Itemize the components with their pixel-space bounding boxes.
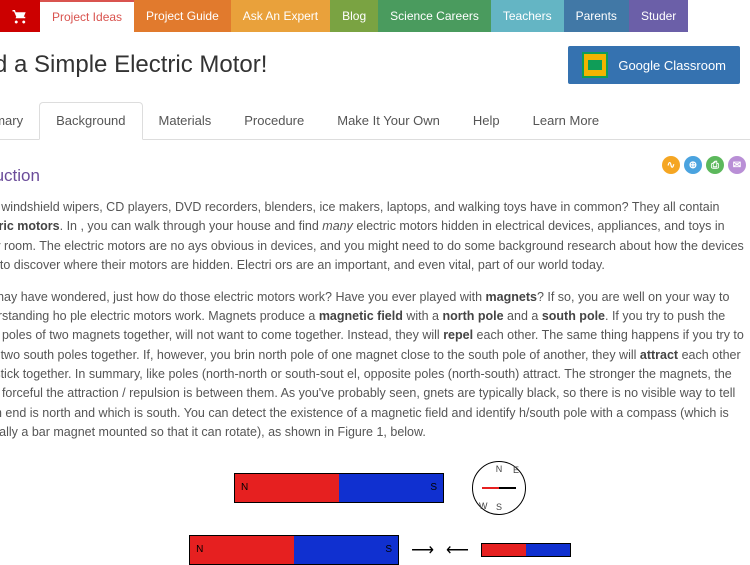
compass-n: N <box>496 464 503 474</box>
compass-s: S <box>496 502 502 512</box>
sub-tab[interactable]: Materials <box>142 102 229 139</box>
content-area: ∿⊕⎙✉ roduction at do windshield wipers, … <box>0 140 750 565</box>
google-classroom-label: Google Classroom <box>618 58 726 73</box>
nav-tab[interactable]: Blog <box>330 0 378 32</box>
sub-tab[interactable]: Background <box>39 102 142 140</box>
google-classroom-icon <box>582 52 608 78</box>
top-nav: Project IdeasProject GuideAsk An ExpertB… <box>0 0 750 32</box>
magnet-north: N <box>190 536 294 564</box>
compass: E N W S <box>472 461 526 515</box>
magnet-south: S <box>339 474 443 502</box>
bar-magnet-large: N S <box>234 473 444 503</box>
section-title: roduction <box>0 166 750 186</box>
sub-tab[interactable]: Make It Your Own <box>320 102 457 139</box>
figure-row-1: N S E N W S <box>234 461 526 515</box>
compass-w: W <box>479 501 488 511</box>
figure-row-2: N S ⟶ ⟵ <box>189 535 571 565</box>
compass-needle <box>482 487 516 489</box>
magnet-north: N <box>235 474 339 502</box>
paragraph-2: you may have wondered, just how do those… <box>0 288 750 443</box>
nav-tab[interactable]: Science Careers <box>378 0 491 32</box>
share-icon[interactable]: ⊕ <box>684 156 702 174</box>
nav-tab[interactable]: Studer <box>629 0 688 32</box>
sub-tab[interactable]: Procedure <box>227 102 321 139</box>
share-icon[interactable]: ✉ <box>728 156 746 174</box>
compass-e: E <box>513 465 519 475</box>
arrow-left-icon: ⟵ <box>446 540 469 560</box>
paragraph-1: at do windshield wipers, CD players, DVD… <box>0 198 750 276</box>
sub-tab[interactable]: nmary <box>0 102 40 139</box>
share-icon-row: ∿⊕⎙✉ <box>662 156 746 174</box>
magnet-north <box>482 544 526 556</box>
google-classroom-button[interactable]: Google Classroom <box>568 46 740 84</box>
nav-tab[interactable]: Project Ideas <box>40 0 134 32</box>
sub-tabs: nmaryBackgroundMaterialsProcedureMake It… <box>0 102 750 140</box>
nav-tab[interactable]: Ask An Expert <box>231 0 330 32</box>
share-icon[interactable]: ⎙ <box>706 156 724 174</box>
sub-tab[interactable]: Help <box>456 102 517 139</box>
nav-tab[interactable]: Parents <box>564 0 629 32</box>
cart-tab[interactable] <box>0 0 40 32</box>
bar-magnet-large-2: N S <box>189 535 399 565</box>
page-title: uild a Simple Electric Motor! <box>0 51 267 79</box>
sub-tab[interactable]: Learn More <box>516 102 616 139</box>
figure-1: N S E N W S N S ⟶ ⟵ <box>10 461 750 565</box>
arrow-right-icon: ⟶ <box>411 540 434 560</box>
nav-tab[interactable]: Project Guide <box>134 0 231 32</box>
cart-icon <box>11 7 29 25</box>
bar-magnet-small <box>481 543 571 557</box>
nav-tab[interactable]: Teachers <box>491 0 564 32</box>
share-icon[interactable]: ∿ <box>662 156 680 174</box>
magnet-south: S <box>294 536 398 564</box>
title-row: uild a Simple Electric Motor! Google Cla… <box>0 32 750 98</box>
magnet-south <box>526 544 570 556</box>
